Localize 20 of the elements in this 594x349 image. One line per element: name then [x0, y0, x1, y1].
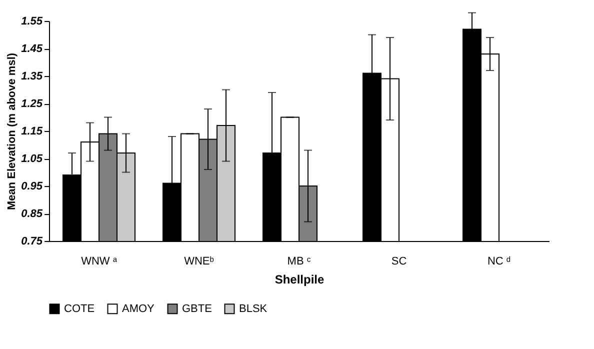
y-tick-label: 1.25: [21, 98, 44, 110]
x-tick-label: MB ᶜ: [287, 256, 311, 268]
x-tick-label: WNW ᵃ: [81, 256, 118, 268]
y-tick-label: 1.55: [21, 16, 44, 28]
x-tick-label: SC: [391, 256, 407, 268]
y-tick-label: 1.05: [21, 153, 44, 165]
y-tick-label: 1.35: [21, 70, 44, 82]
y-tick-label: 0.95: [21, 180, 44, 192]
y-tick-label: 1.45: [21, 43, 44, 55]
y-tick-label: 1.15: [21, 126, 44, 138]
legend-label: BLSK: [239, 302, 268, 315]
y-axis-title: Mean Elevation (m above msl): [6, 52, 18, 210]
legend-label: AMOY: [122, 302, 156, 315]
x-tick-label: WNEᵇ: [184, 256, 214, 268]
y-tick-label: 0.85: [21, 208, 44, 220]
x-tick-label: NC ᵈ: [487, 256, 511, 268]
legend-label: GBTE: [182, 302, 212, 315]
x-axis-title: Shellpile: [274, 272, 324, 286]
y-tick-label: 0.75: [21, 236, 44, 248]
legend-label: COTE: [64, 302, 95, 315]
